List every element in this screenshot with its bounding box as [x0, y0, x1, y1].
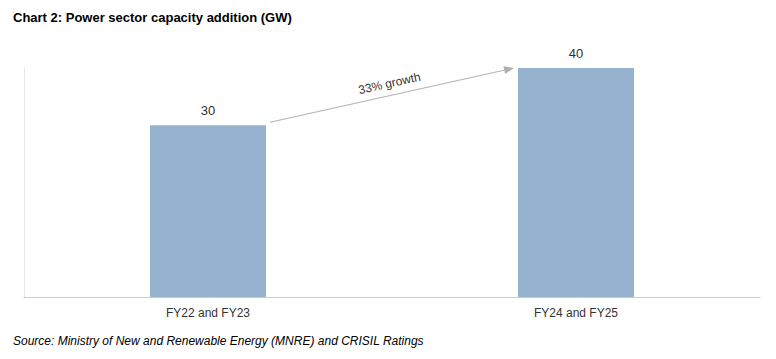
- svg-text:FY22 and FY23: FY22 and FY23: [166, 306, 250, 320]
- svg-text:40: 40: [569, 46, 583, 61]
- svg-text:Source: Ministry of New and Re: Source: Ministry of New and Renewable En…: [13, 334, 424, 348]
- svg-text:Chart 2: Power sector capacity: Chart 2: Power sector capacity addition …: [13, 10, 292, 25]
- svg-text:33% growth: 33% growth: [357, 70, 422, 97]
- svg-text:30: 30: [201, 103, 215, 118]
- svg-text:FY24 and FY25: FY24 and FY25: [534, 306, 618, 320]
